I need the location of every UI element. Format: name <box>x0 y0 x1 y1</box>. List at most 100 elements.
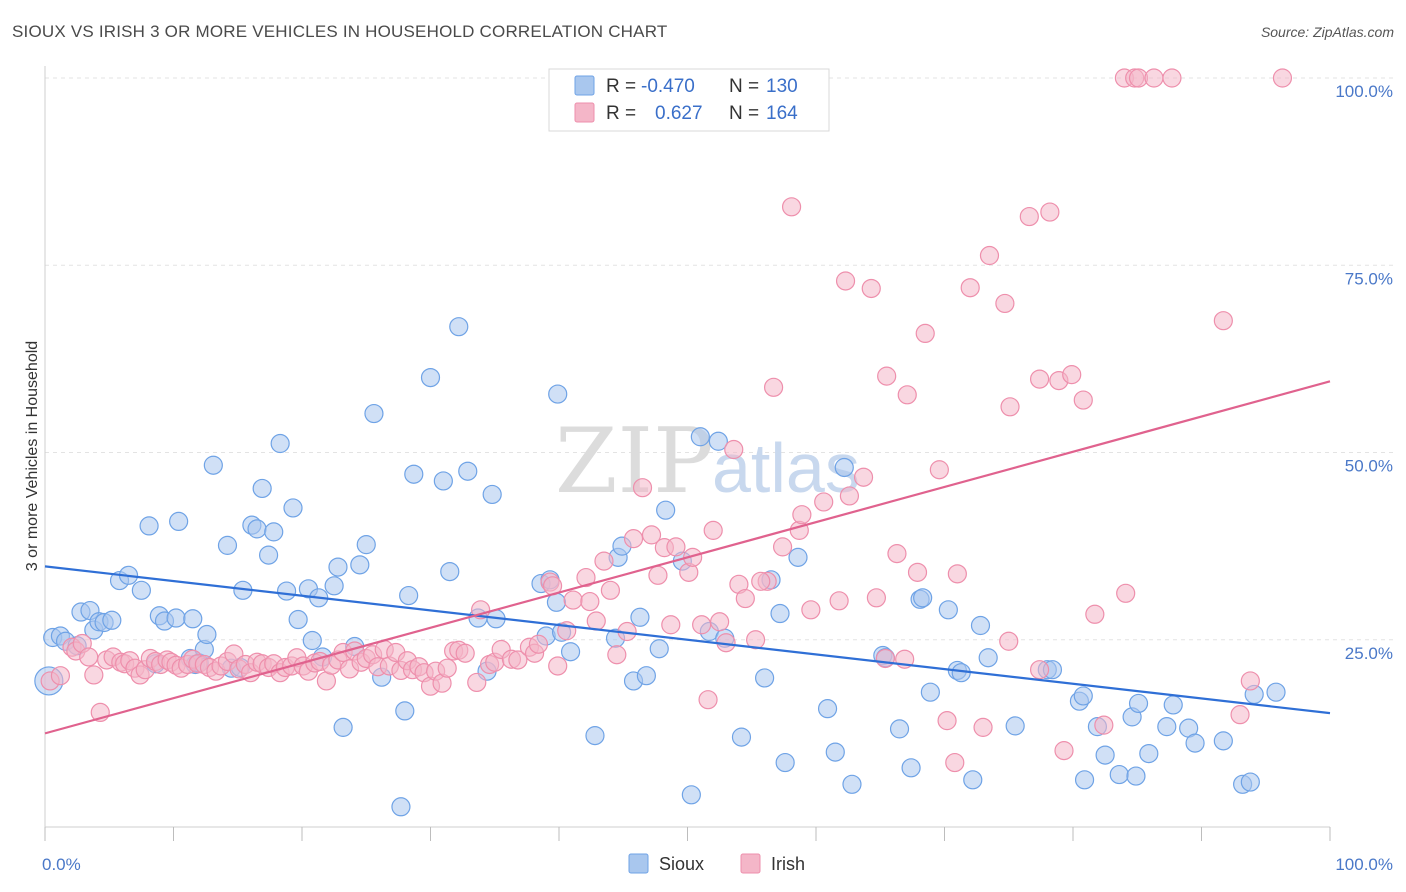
sioux-point <box>288 609 308 630</box>
irish-point <box>915 323 935 344</box>
irish-point <box>995 293 1015 314</box>
y-axis-title: 3 or more Vehicles in Household <box>24 341 41 571</box>
sioux-point <box>970 615 991 636</box>
sioux-point <box>482 484 502 505</box>
irish-point <box>1094 715 1114 735</box>
sioux-trend-line <box>44 565 1331 715</box>
irish-point <box>792 505 812 525</box>
irish-point <box>929 460 949 480</box>
irish-point <box>692 615 712 635</box>
sioux-point <box>656 500 676 520</box>
sioux-point <box>731 727 752 747</box>
legend-r-label-sioux: R = <box>606 76 636 97</box>
sioux-point <box>1073 686 1093 706</box>
sioux-point <box>364 403 384 424</box>
irish-point <box>973 717 993 737</box>
trend-lines <box>44 380 1331 735</box>
sioux-point <box>770 603 790 624</box>
irish-point <box>84 665 104 685</box>
legend-box <box>548 68 830 132</box>
sioux-point <box>913 588 933 608</box>
sioux-point <box>328 557 348 577</box>
chart-title: SIOUX VS IRISH 3 OR MORE VEHICLES IN HOU… <box>12 22 668 41</box>
source-label: Source: ZipAtlas.com <box>1260 24 1394 40</box>
sioux-point <box>938 600 958 620</box>
sioux-point <box>649 639 669 659</box>
irish-point <box>580 591 600 612</box>
y-tick-label-1: 50.0% <box>1345 457 1393 476</box>
bottom-legend-swatch-irish <box>740 853 761 874</box>
bottom-legend-swatch-sioux <box>628 853 649 874</box>
irish-point <box>1019 206 1039 227</box>
sioux-point <box>252 478 272 499</box>
sioux-point <box>548 384 568 404</box>
irish-point <box>839 486 860 506</box>
sioux-point <box>270 433 290 454</box>
sioux-point <box>420 368 441 388</box>
sioux-point <box>817 699 838 719</box>
sioux-point <box>458 461 478 481</box>
irish-point <box>1144 68 1164 88</box>
sioux-point <box>681 785 701 805</box>
tick-labels: 25.0% 50.0% 75.0% 100.0% 0.0% 100.0% <box>42 82 1393 874</box>
sioux-point <box>183 609 203 629</box>
irish-point <box>853 467 874 487</box>
sioux-point <box>131 580 151 600</box>
sioux-point <box>247 519 267 539</box>
irish-point <box>1062 365 1082 385</box>
sioux-point <box>449 317 469 337</box>
irish-point <box>586 611 606 631</box>
legend-n-value-irish: 164 <box>766 103 798 124</box>
bottom-legend-label-sioux: Sioux <box>659 854 704 874</box>
sioux-point <box>203 455 223 475</box>
sioux-point <box>1128 693 1149 714</box>
irish-point <box>1000 397 1020 417</box>
irish-point <box>563 590 583 610</box>
irish-point <box>1029 369 1050 389</box>
sioux-point <box>324 576 344 596</box>
irish-point <box>623 529 644 549</box>
irish-point <box>866 588 886 608</box>
legend-n-label-irish: N = <box>729 103 759 124</box>
irish-point <box>1085 604 1105 624</box>
sioux-point <box>630 607 650 627</box>
sioux-point <box>333 717 353 737</box>
irish-point <box>772 537 793 557</box>
irish-point <box>1116 583 1136 603</box>
irish-point <box>814 492 834 512</box>
irish-point <box>897 385 917 405</box>
legend-swatch-sioux <box>574 75 595 96</box>
axes <box>44 66 1331 841</box>
irish-point <box>1162 68 1182 88</box>
irish-point <box>1073 390 1093 410</box>
sioux-point <box>283 498 303 518</box>
sioux-point <box>636 666 656 686</box>
irish-point <box>467 672 487 693</box>
sioux-point <box>395 701 415 721</box>
irish-point <box>703 520 723 540</box>
sioux-point <box>399 585 419 606</box>
irish-point <box>724 439 744 460</box>
irish-point <box>801 600 821 620</box>
irish-point <box>887 544 907 564</box>
legend-r-label-irish: R = <box>606 103 636 124</box>
sioux-point <box>1163 695 1183 715</box>
irish-point <box>829 591 849 611</box>
legend-n-value-sioux: 130 <box>766 76 798 97</box>
sioux-point <box>1139 743 1159 764</box>
irish-point <box>607 645 627 665</box>
sioux-point <box>842 774 862 794</box>
irish-point <box>79 647 99 667</box>
sioux-point <box>276 581 297 601</box>
sioux-point <box>585 726 605 746</box>
sioux-point <box>356 535 376 555</box>
y-tick-label-2: 75.0% <box>1345 269 1393 288</box>
sioux-point <box>978 648 998 668</box>
irish-point <box>1272 68 1293 88</box>
x-tick-label-0: 0.0% <box>42 855 81 874</box>
sioux-point <box>788 547 808 567</box>
sioux-point <box>1126 766 1146 786</box>
irish-point <box>1230 705 1250 725</box>
watermark: ZIP atlas <box>555 409 860 514</box>
